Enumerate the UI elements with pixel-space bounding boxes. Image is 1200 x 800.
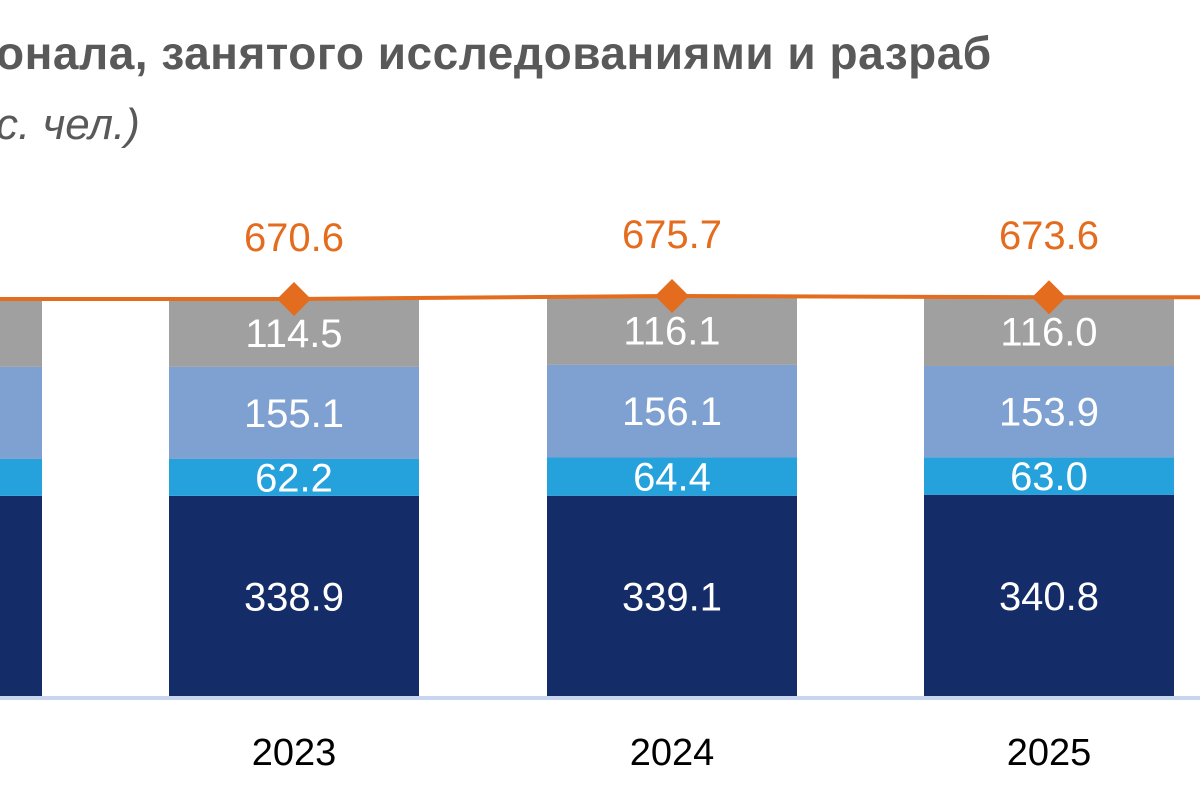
chart-title: онала, занятого исследованиями и разраб [0, 27, 992, 79]
segment-value-label: 64.4 [633, 456, 711, 500]
x-tick-label: 2024 [630, 732, 715, 774]
bars-group: 114.5 155.1 62.2 338.9 116.1 156.1 64.4 339.1 11… [0, 295, 1174, 697]
x-tick-label: 2025 [1007, 732, 1092, 774]
bar-segment-4-1 [924, 494, 1174, 697]
bar-segment-2-1 [169, 495, 419, 697]
chart-subtitle: с. чел.) [0, 100, 140, 149]
segment-value-label: 338.9 [244, 575, 344, 619]
bar-segment-3-2 [547, 457, 797, 496]
total-marker [655, 278, 689, 313]
segment-value-label: 63.0 [1010, 455, 1088, 499]
bar-segment-1-2 [0, 458, 42, 496]
segment-value-label: 340.8 [999, 575, 1099, 619]
x-tick-label: 2023 [252, 732, 337, 774]
segment-value-label: 153.9 [999, 391, 1099, 435]
total-line-group: 670.6 675.7 673.6 [0, 213, 1200, 316]
total-marker [1032, 280, 1066, 315]
segment-value-label: 339.1 [622, 575, 722, 619]
bar-segment-4-3 [924, 366, 1174, 458]
segment-value-label: 116.0 [1000, 311, 1097, 355]
bar-segment-1-3 [0, 366, 42, 459]
segment-value-label: 156.1 [622, 390, 722, 434]
tick-labels-group: 2023 2024 2025 [252, 732, 1092, 774]
bar-segment-1-1 [0, 495, 42, 697]
total-line [0, 293, 1200, 301]
bar-segment-2-3 [169, 366, 419, 459]
bar-segment-3-3 [547, 364, 797, 458]
bar-segment-4-2 [924, 457, 1174, 495]
total-value-label: 670.6 [244, 216, 344, 260]
segment-value-label: 114.5 [245, 312, 342, 356]
segment-value-label: 116.1 [623, 309, 720, 353]
total-marker [277, 282, 311, 316]
bar-segment-1-4 [0, 298, 42, 367]
bar-segment-2-2 [169, 458, 419, 496]
bar-segment-3-1 [547, 495, 797, 697]
segment-value-label: 62.2 [255, 456, 333, 500]
segment-value-label: 155.1 [244, 392, 344, 436]
total-value-label: 673.6 [999, 214, 1099, 258]
total-value-label: 675.7 [622, 213, 722, 257]
